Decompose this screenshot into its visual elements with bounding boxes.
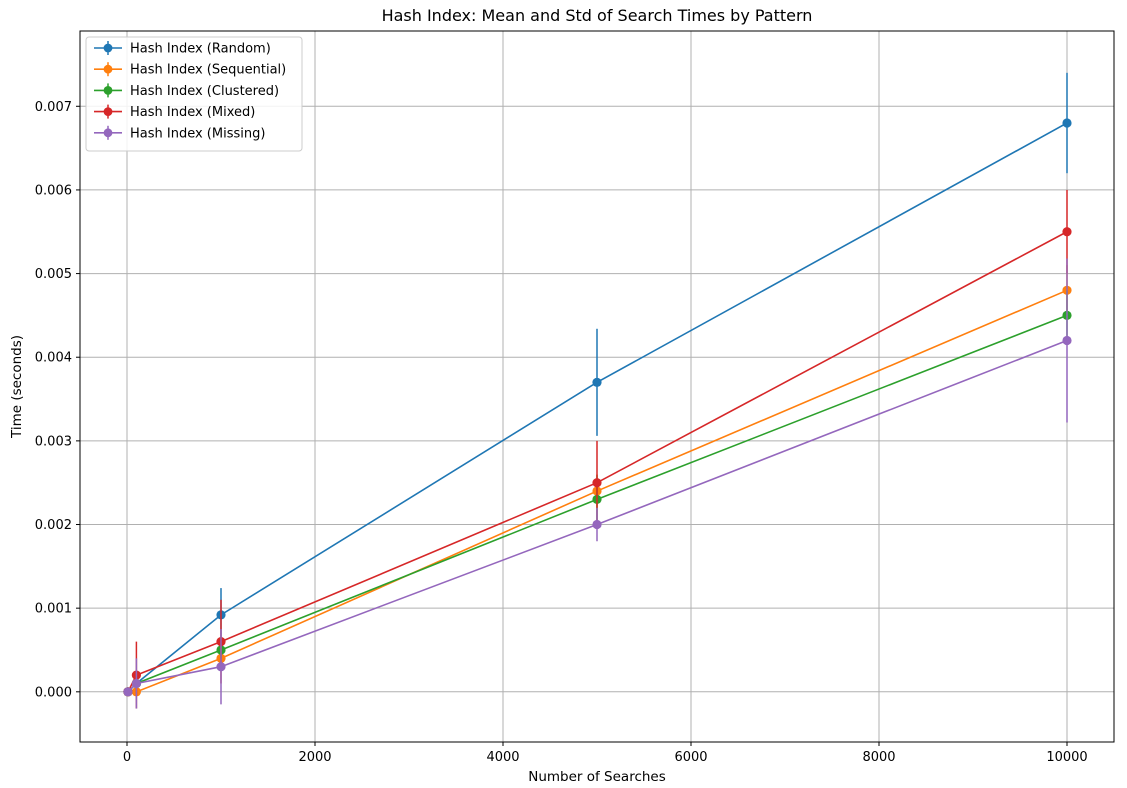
legend-label: Hash Index (Missing) (130, 126, 265, 141)
legend-marker (103, 128, 113, 138)
legend-marker (103, 86, 113, 95)
x-tick-label: 8000 (862, 750, 895, 765)
legend-label: Hash Index (Random) (130, 42, 271, 57)
data-point (1062, 118, 1072, 128)
y-tick-label: 0.006 (35, 183, 72, 198)
legend-item: Hash Index (Sequential) (94, 62, 286, 78)
legend-marker (103, 43, 113, 53)
x-tick-label: 0 (123, 750, 131, 765)
x-tick-label: 2000 (298, 750, 331, 765)
y-tick-label: 0.002 (35, 518, 72, 533)
legend-item: Hash Index (Random) (94, 41, 271, 57)
x-tick-label: 4000 (486, 750, 519, 765)
data-point (1062, 335, 1072, 346)
legend-box (85, 36, 303, 152)
legend-item: Hash Index (Clustered) (94, 83, 279, 99)
x-tick-label: 6000 (674, 750, 707, 765)
legend-item: Hash Index (Mixed) (94, 104, 255, 120)
y-tick-label: 0.004 (35, 351, 72, 366)
data-point (592, 519, 602, 530)
y-tick-label: 0.000 (35, 685, 72, 700)
series-layer (123, 72, 1072, 709)
data-point (1062, 227, 1072, 237)
legend-label: Hash Index (Clustered) (130, 84, 279, 99)
y-axis-label: Time (seconds) (9, 335, 25, 439)
data-point (592, 377, 602, 387)
legend-marker (103, 107, 113, 116)
y-tick-label: 0.003 (35, 434, 72, 449)
legend-label: Hash Index (Sequential) (130, 63, 286, 78)
series-0 (123, 72, 1072, 697)
y-tick-label: 0.007 (35, 100, 72, 115)
legend: Hash Index (Random) Hash Index (Sequentia… (85, 36, 303, 152)
x-axis-label: Number of Searches (528, 769, 666, 785)
series-4 (123, 258, 1072, 709)
legend-item: Hash Index (Missing) (94, 125, 265, 141)
data-point (592, 478, 602, 488)
legend-marker (103, 64, 113, 74)
legend-label: Hash Index (Mixed) (130, 105, 255, 120)
y-tick-label: 0.005 (35, 267, 72, 282)
data-point (131, 678, 141, 689)
series-3 (123, 189, 1072, 709)
plot-frame (79, 30, 1115, 743)
y-tick-label: 0.001 (35, 602, 72, 617)
data-point (123, 687, 133, 697)
chart-title: Hash Index: Mean and Std of Search Times… (382, 6, 813, 25)
data-point (216, 662, 226, 672)
ticks: 0 2000 4000 6000 8000 10000 0.000 0.001 0.002 0.0… (35, 100, 1088, 765)
x-tick-label: 10000 (1046, 750, 1087, 765)
